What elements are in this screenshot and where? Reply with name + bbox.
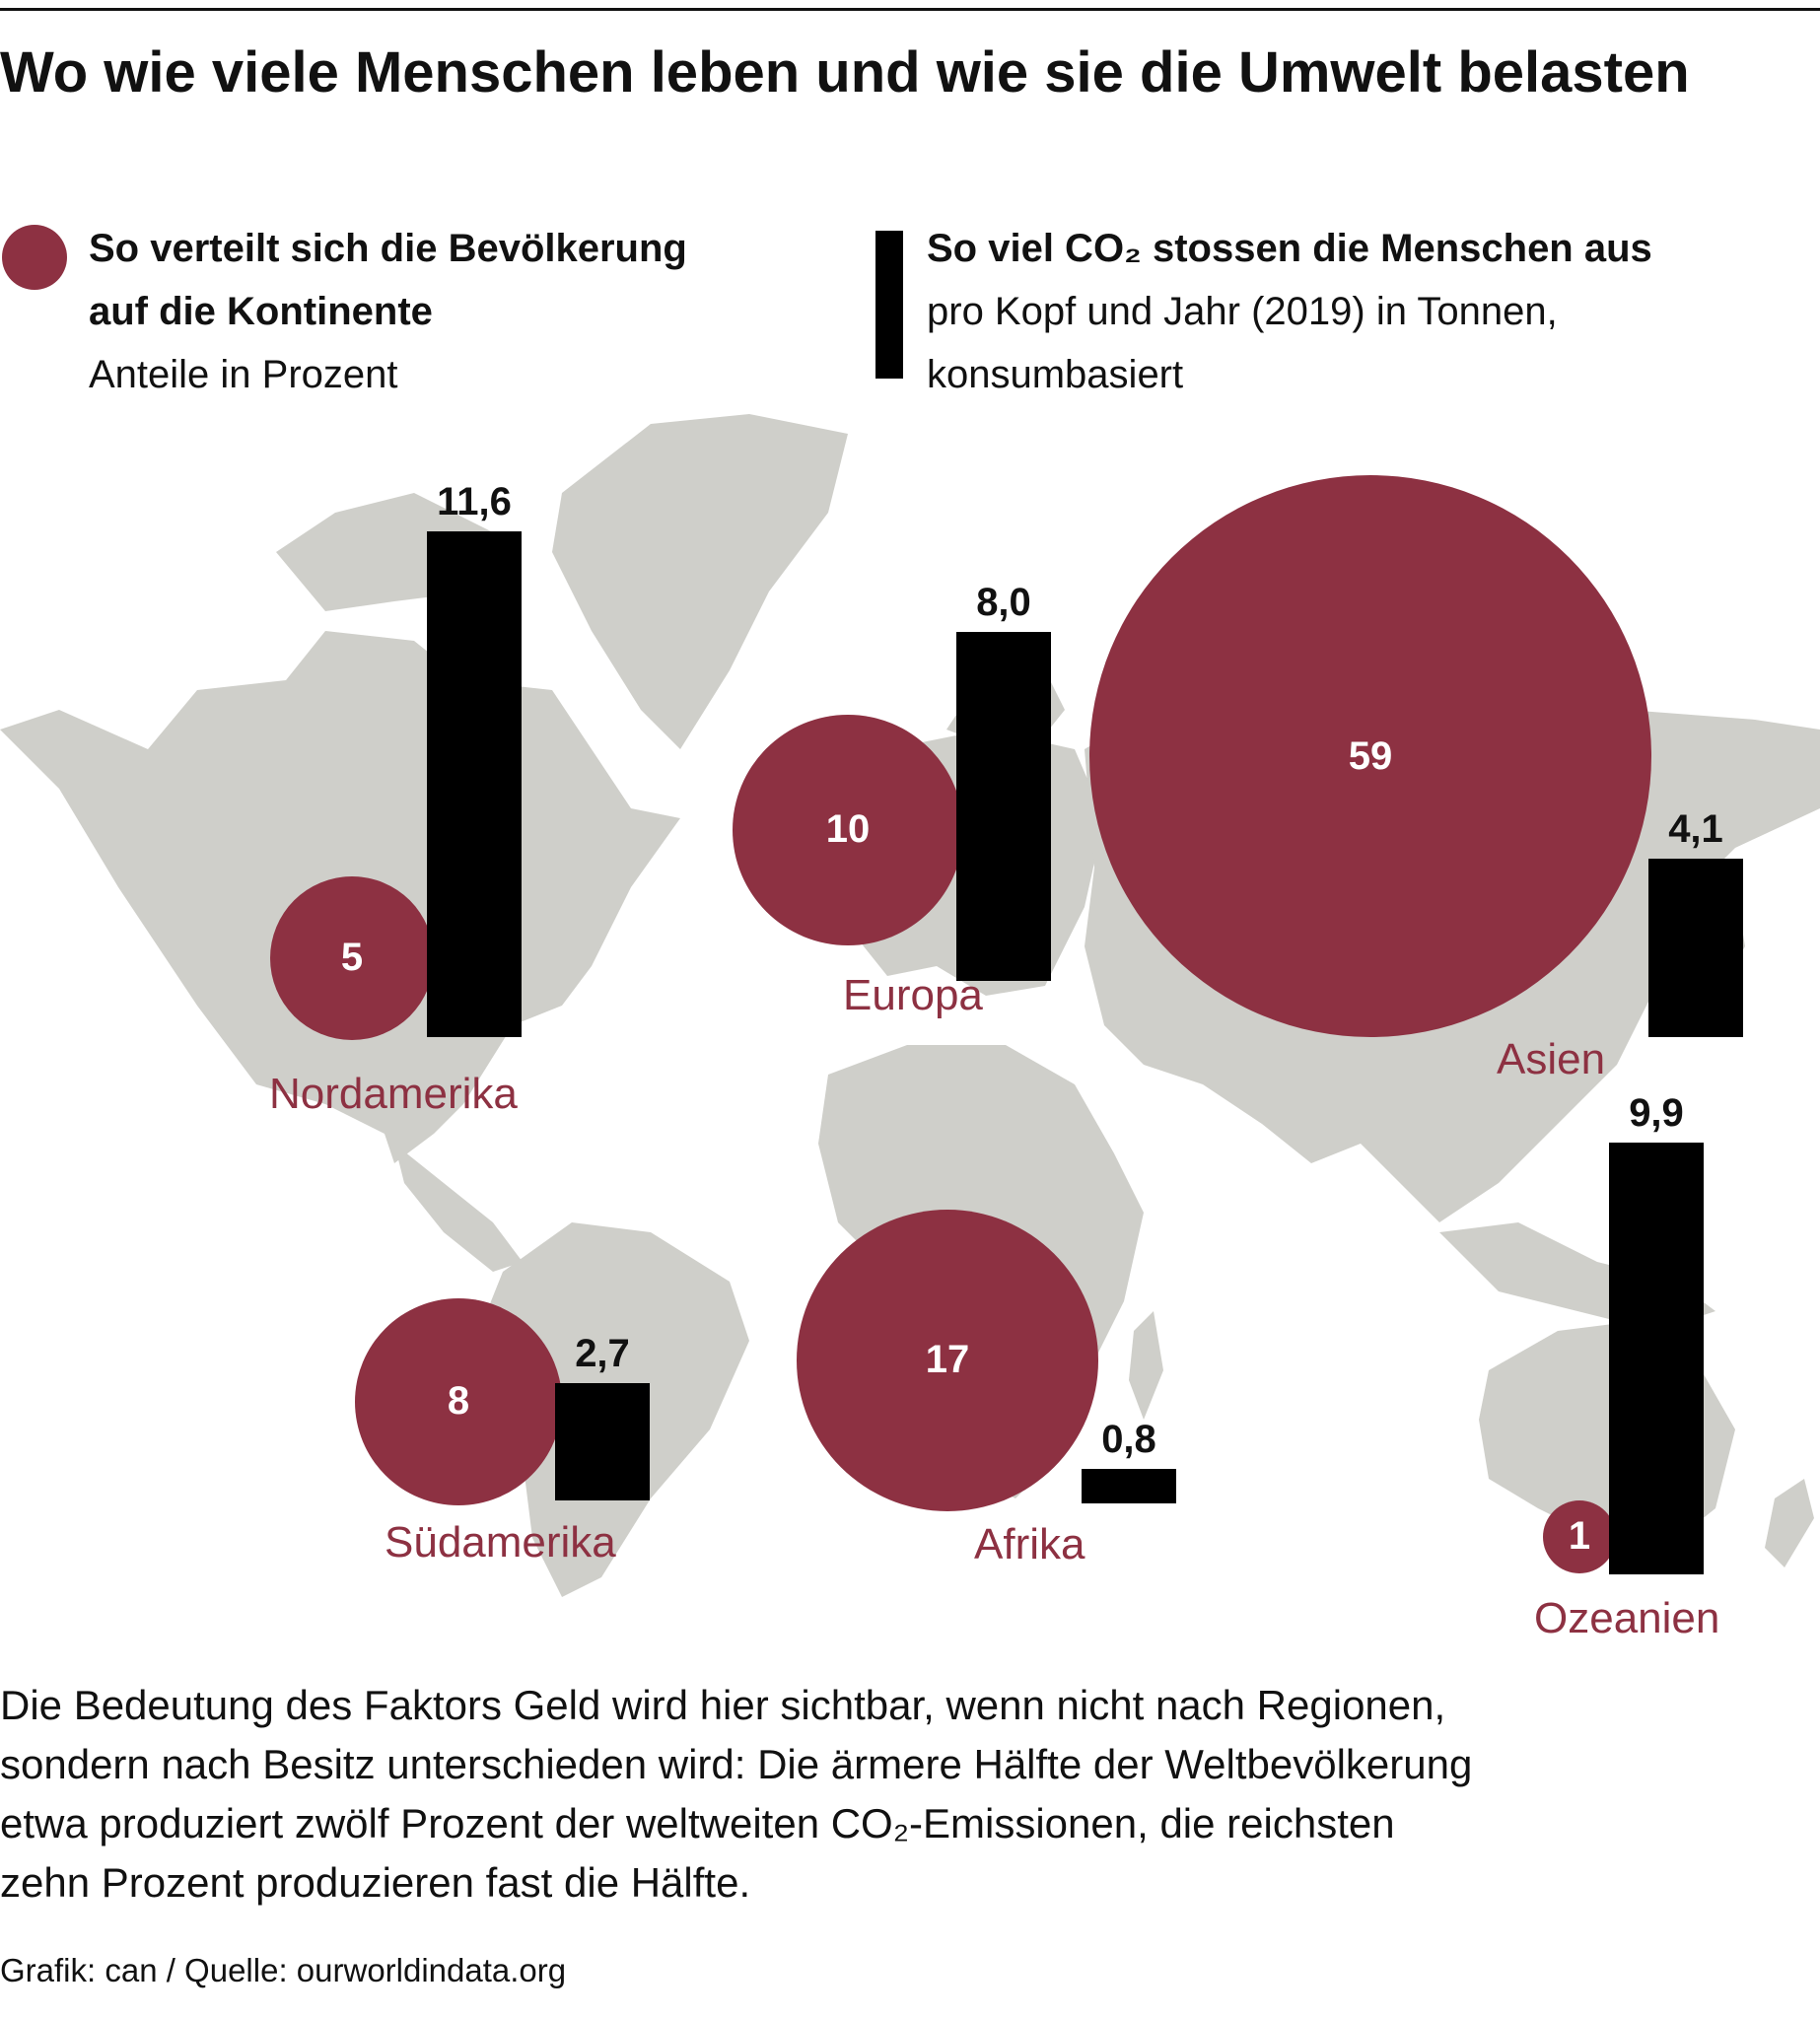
map-greenland: [552, 414, 848, 749]
bar-europa: [956, 632, 1051, 981]
bar-value-europa: 8,0: [976, 581, 1031, 625]
bubble-ozeanien: 1: [1542, 1499, 1617, 1574]
legend-co2-heading: So viel CO₂ stossen die Menschen aus: [927, 227, 1652, 270]
region-label-afrika: Afrika: [974, 1520, 1085, 1568]
bar-value-nordamerika: 11,6: [437, 480, 512, 523]
legend-co2-subtitle-1: pro Kopf und Jahr (2019) in Tonnen,: [927, 290, 1558, 333]
region-label-ozeanien: Ozeanien: [1534, 1594, 1720, 1642]
bar-ozeanien: [1609, 1143, 1704, 1574]
bar-nordamerika: [427, 531, 522, 1037]
bar-value-afrika: 0,8: [1101, 1417, 1156, 1461]
legend-co2-swatch: [875, 231, 903, 379]
top-rule: [0, 8, 1820, 11]
bar-value-sdamerika: 2,7: [575, 1331, 630, 1375]
region-label-sdamerika: Südamerika: [385, 1518, 616, 1566]
bubble-asien: 59: [1089, 475, 1651, 1037]
bubble-sdamerika: 8: [355, 1298, 562, 1505]
bubble-afrika: 17: [797, 1210, 1098, 1511]
chart-title: Wo wie viele Menschen leben und wie sie …: [0, 40, 1690, 104]
region-label-europa: Europa: [843, 971, 983, 1019]
map-new-zealand: [1765, 1479, 1814, 1567]
map-central-america: [394, 1144, 523, 1272]
map-madagascar: [1129, 1311, 1163, 1420]
legend-population-subtitle: Anteile in Prozent: [89, 353, 398, 396]
footnote-line-1: Die Bedeutung des Faktors Geld wird hier…: [0, 1682, 1446, 1728]
source-line: Grafik: can / Quelle: ourworldindata.org: [0, 1952, 567, 1988]
bar-asien: [1648, 858, 1743, 1037]
region-label-nordamerika: Nordamerika: [269, 1070, 518, 1118]
bubble-nordamerika: 5: [270, 876, 434, 1040]
legend-population-heading-2: auf die Kontinente: [89, 290, 433, 333]
footnote-line-4: zehn Prozent produzieren fast die Hälfte…: [0, 1859, 751, 1906]
legend-co2-subtitle-2: konsumbasiert: [927, 353, 1184, 396]
footnote-line-3: etwa produziert zwölf Prozent der weltwe…: [0, 1800, 1395, 1846]
bubble-europa: 10: [732, 714, 964, 946]
bar-sdamerika: [555, 1382, 650, 1500]
bar-value-asien: 4,1: [1668, 806, 1723, 851]
footnote-line-2: sondern nach Besitz unterschieden wird: …: [0, 1741, 1473, 1787]
legend-co2: So viel CO₂ stossen die Menschen aus pro…: [927, 217, 1814, 406]
bar-afrika: [1082, 1468, 1176, 1503]
footnote: Die Bedeutung des Faktors Geld wird hier…: [0, 1676, 1676, 1913]
legend-population-heading-1: So verteilt sich die Bevölkerung: [89, 227, 687, 270]
legend-population-swatch: [2, 225, 67, 290]
legend-population: So verteilt sich die Bevölkerung auf die…: [89, 217, 838, 406]
region-label-asien: Asien: [1497, 1035, 1606, 1083]
bar-value-ozeanien: 9,9: [1629, 1091, 1684, 1136]
